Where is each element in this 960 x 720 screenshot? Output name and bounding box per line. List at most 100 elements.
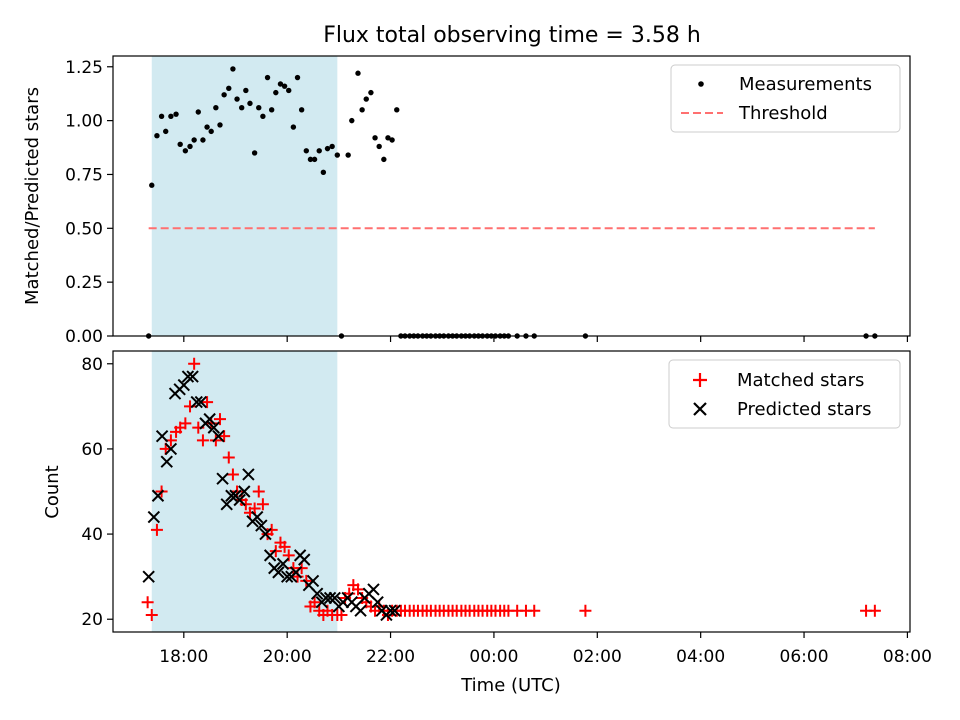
measurement-point <box>349 117 355 124</box>
predicted-star-point <box>328 591 341 605</box>
bottom-x-axis-label: Time (UTC) <box>460 675 561 696</box>
top-y-tick-label: 1.25 <box>65 58 103 78</box>
top-shaded-band <box>151 56 338 336</box>
predicted-star-point <box>155 429 169 443</box>
top-y-tick-label: 0.50 <box>65 219 103 239</box>
measurement-point <box>204 124 210 130</box>
predicted-star-point <box>194 395 208 409</box>
predicted-star-point <box>181 370 195 383</box>
measurement-point <box>394 107 400 113</box>
measurement-point <box>221 92 227 98</box>
matched-star-point <box>213 413 226 426</box>
measurement-point <box>368 89 374 96</box>
predicted-star-point <box>280 570 294 583</box>
bottom-y-axis-label: Count <box>42 465 63 518</box>
measurement-point <box>238 104 245 111</box>
matched-star-point <box>218 430 231 443</box>
bottom-x-tick-label: 06:00 <box>780 647 829 667</box>
matched-star-point <box>145 608 158 621</box>
measurement-point <box>303 148 310 154</box>
bottom-y-ticks: 20 40 60 80 <box>81 355 113 630</box>
matched-star-point <box>265 523 278 536</box>
measurement-point <box>376 143 382 150</box>
predicted-star-point <box>310 587 324 600</box>
matched-star-point <box>201 396 214 409</box>
measurement-point <box>163 128 169 135</box>
matched-star-point <box>295 562 308 575</box>
top-y-tick-label: 0.25 <box>65 273 103 293</box>
measurement-point <box>230 66 236 72</box>
measurement-point <box>355 70 361 76</box>
measurement-point <box>268 107 275 113</box>
measurement-point <box>243 87 249 94</box>
predicted-star-point <box>216 472 229 485</box>
measurement-point <box>281 83 288 89</box>
measurement-point <box>251 150 258 156</box>
predicted-star-point <box>371 595 384 609</box>
predicted-star-point <box>272 566 285 579</box>
predicted-star-point <box>298 553 311 566</box>
measurement-point <box>260 113 266 120</box>
bottom-legend-box <box>668 359 901 429</box>
measurement-point <box>320 169 327 176</box>
measurement-point <box>273 89 279 96</box>
predicted-star-point <box>225 489 238 502</box>
predicted-star-point <box>203 412 216 426</box>
bottom-y-tick-label: 40 <box>81 525 103 545</box>
matched-star-point <box>351 583 364 596</box>
legend-predicted-label: Predicted stars <box>737 399 871 420</box>
measurement-point <box>298 107 305 113</box>
measurement-point <box>363 96 369 102</box>
legend-matched-marker <box>693 373 707 387</box>
measurement-point <box>191 137 197 143</box>
matched-star-point <box>222 451 235 464</box>
matched-star-point <box>579 604 592 617</box>
top-x-ticks <box>183 336 909 342</box>
matched-star-point <box>528 604 541 617</box>
legend-matched-label: Matched stars <box>737 370 864 391</box>
measurement-point <box>187 143 193 150</box>
matched-star-point <box>150 523 163 536</box>
predicted-star-point <box>259 527 272 541</box>
matched-star-point <box>226 468 239 481</box>
matched-star-point <box>269 545 282 558</box>
predicted-star-point <box>142 570 155 583</box>
measurement-point <box>334 152 341 158</box>
top-legend: Measurements Threshold <box>670 64 901 133</box>
matched-star-point <box>209 434 222 447</box>
measurement-point <box>177 141 183 148</box>
top-panel: 0.00 0.25 0.50 0.75 1.00 1.25 Matched/Predict… <box>22 55 911 347</box>
chart-title: Flux total observing time = 3.58 h <box>323 23 701 48</box>
predicted-star-point <box>233 493 246 507</box>
bottom-x-tick-label: 04:00 <box>676 647 725 667</box>
bottom-marks <box>141 357 881 622</box>
predicted-star-point <box>289 566 303 579</box>
top-legend-box <box>670 64 901 133</box>
predicted-star-point <box>276 557 290 571</box>
matched-star-point <box>248 502 261 515</box>
matched-star-point <box>184 400 197 413</box>
measurement-point <box>149 182 155 188</box>
measurement-point <box>247 100 253 107</box>
bottom-x-tick-label: 22:00 <box>366 647 415 667</box>
matched-star-point <box>188 357 201 370</box>
matched-star-point <box>239 498 252 511</box>
measurement-point <box>173 111 179 117</box>
matched-star-point <box>256 498 269 511</box>
measurement-point <box>182 148 189 154</box>
predicted-star-point <box>242 468 255 481</box>
measurement-point <box>208 128 214 135</box>
measurement-point <box>154 132 160 139</box>
bottom-x-tick-label: 08:00 <box>883 647 932 667</box>
bottom-x-ticks: 18:00 20:00 22:00 00:00 02:00 04:00 06:00 08:00 <box>159 632 932 667</box>
matched-star-point <box>141 596 154 609</box>
matched-star-point <box>308 596 321 609</box>
matched-star-point <box>252 485 265 498</box>
measurement-point <box>213 104 219 111</box>
predicted-star-point <box>250 510 264 524</box>
predicted-star-point <box>354 604 367 617</box>
measurement-point <box>307 156 314 163</box>
measurement-point <box>329 143 335 150</box>
predicted-star-point <box>384 604 397 617</box>
bottom-x-tick-label: 02:00 <box>573 647 622 667</box>
